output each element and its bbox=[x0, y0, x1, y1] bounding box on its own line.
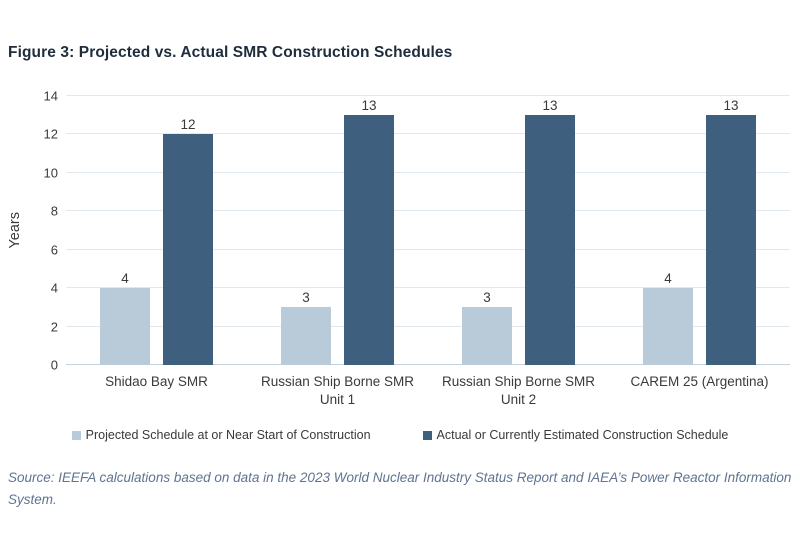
bar-group: 4 13 bbox=[609, 96, 790, 365]
y-tick-label: 14 bbox=[43, 88, 58, 104]
x-category-label: CAREM 25 (Argentina) bbox=[630, 374, 769, 389]
source-note: Source: IEEFA calculations based on data… bbox=[8, 470, 792, 508]
bar-column: 13 bbox=[525, 96, 575, 365]
data-label: 13 bbox=[542, 97, 558, 113]
x-category-label: Shidao Bay SMR bbox=[105, 374, 208, 389]
x-axis-line bbox=[66, 364, 790, 365]
y-tick-label: 0 bbox=[50, 357, 58, 373]
bar bbox=[706, 115, 756, 365]
bar bbox=[163, 134, 213, 365]
data-label: 12 bbox=[180, 116, 196, 132]
chart-title: Figure 3: Projected vs. Actual SMR Const… bbox=[8, 44, 453, 61]
plot-area: 4 12 3 13 3 13 4 13 bbox=[66, 95, 790, 365]
data-label: 4 bbox=[664, 270, 672, 286]
data-label: 3 bbox=[483, 289, 491, 305]
x-axis-labels: Shidao Bay SMR Russian Ship Borne SMR Uni… bbox=[66, 373, 790, 409]
bar-column: 3 bbox=[281, 96, 331, 365]
bar-column: 4 bbox=[643, 96, 693, 365]
legend-label: Projected Schedule at or Near Start of C… bbox=[85, 428, 371, 442]
bar bbox=[281, 307, 331, 365]
gridline bbox=[66, 325, 790, 327]
bar bbox=[462, 307, 512, 365]
bar-column: 13 bbox=[706, 96, 756, 365]
y-tick-label: 6 bbox=[50, 242, 58, 258]
y-tick-label: 12 bbox=[43, 126, 58, 142]
legend-swatch-icon bbox=[71, 430, 81, 440]
bar-column: 4 bbox=[100, 96, 150, 365]
data-label: 13 bbox=[361, 97, 377, 113]
gridline bbox=[66, 95, 790, 96]
legend-item: Actual or Currently Estimated Constructi… bbox=[422, 428, 729, 442]
gridline bbox=[66, 287, 790, 289]
y-tick-label: 8 bbox=[50, 203, 58, 219]
bar-column: 12 bbox=[163, 96, 213, 365]
y-tick-label: 2 bbox=[50, 319, 58, 335]
bar-column: 3 bbox=[462, 96, 512, 365]
data-label: 4 bbox=[121, 270, 129, 286]
bar bbox=[525, 115, 575, 365]
y-tick-label: 4 bbox=[50, 280, 58, 296]
data-label: 13 bbox=[723, 97, 739, 113]
x-category-label: Russian Ship Borne SMR Unit 1 bbox=[260, 374, 415, 408]
bar bbox=[643, 288, 693, 365]
bar-group: 4 12 bbox=[66, 96, 247, 365]
x-category-label: Russian Ship Borne SMR Unit 2 bbox=[441, 374, 596, 408]
legend: Projected Schedule at or Near Start of C… bbox=[0, 428, 800, 442]
legend-label: Actual or Currently Estimated Constructi… bbox=[436, 428, 729, 442]
bar bbox=[344, 115, 394, 365]
y-tick-label: 10 bbox=[43, 165, 58, 181]
bar-column: 13 bbox=[344, 96, 394, 365]
gridlines bbox=[66, 95, 790, 365]
bar-group: 3 13 bbox=[247, 96, 428, 365]
data-label: 3 bbox=[302, 289, 310, 305]
gridline bbox=[66, 171, 790, 173]
y-axis-ticks: 0 2 4 6 8 10 12 14 bbox=[0, 90, 58, 372]
gridline bbox=[66, 133, 790, 135]
legend-item: Projected Schedule at or Near Start of C… bbox=[71, 428, 371, 442]
bar-groups: 4 12 3 13 3 13 4 13 bbox=[66, 96, 790, 365]
bar bbox=[100, 288, 150, 365]
legend-swatch-icon bbox=[422, 430, 432, 440]
bar-group: 3 13 bbox=[428, 96, 609, 365]
gridline bbox=[66, 210, 790, 212]
gridline bbox=[66, 248, 790, 250]
